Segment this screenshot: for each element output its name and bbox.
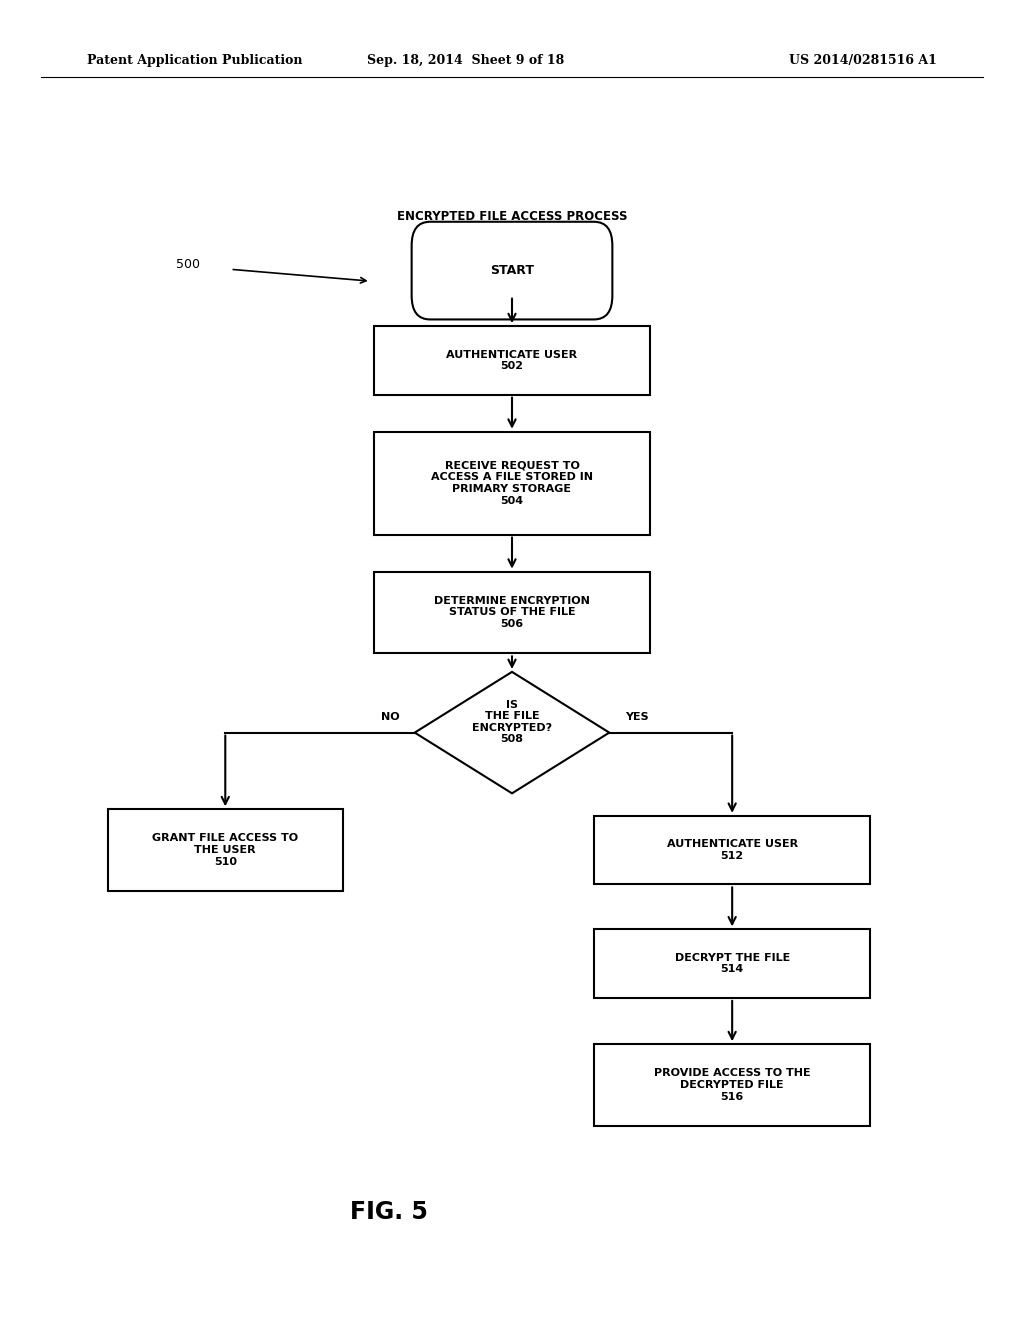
- Text: DECRYPT THE FILE
514: DECRYPT THE FILE 514: [675, 953, 790, 974]
- Text: FIG. 5: FIG. 5: [350, 1200, 428, 1224]
- Text: NO: NO: [381, 711, 399, 722]
- Text: GRANT FILE ACCESS TO
THE USER
510: GRANT FILE ACCESS TO THE USER 510: [153, 833, 298, 867]
- Text: IS
THE FILE
ENCRYPTED?
508: IS THE FILE ENCRYPTED? 508: [472, 700, 552, 744]
- Text: AUTHENTICATE USER
512: AUTHENTICATE USER 512: [667, 840, 798, 861]
- Bar: [594, 816, 870, 884]
- Bar: [374, 326, 650, 395]
- Text: US 2014/0281516 A1: US 2014/0281516 A1: [790, 54, 937, 67]
- Text: ENCRYPTED FILE ACCESS PROCESS: ENCRYPTED FILE ACCESS PROCESS: [396, 210, 628, 223]
- Text: DETERMINE ENCRYPTION
STATUS OF THE FILE
506: DETERMINE ENCRYPTION STATUS OF THE FILE …: [434, 595, 590, 630]
- Polygon shape: [415, 672, 609, 793]
- Text: START: START: [490, 264, 534, 277]
- Text: Patent Application Publication: Patent Application Publication: [87, 54, 302, 67]
- Bar: [594, 929, 870, 998]
- Bar: [374, 572, 650, 653]
- Text: YES: YES: [625, 711, 648, 722]
- Bar: [594, 1044, 870, 1126]
- Text: AUTHENTICATE USER
502: AUTHENTICATE USER 502: [446, 350, 578, 371]
- Bar: [374, 432, 650, 535]
- Text: PROVIDE ACCESS TO THE
DECRYPTED FILE
516: PROVIDE ACCESS TO THE DECRYPTED FILE 516: [654, 1068, 810, 1102]
- Text: Sep. 18, 2014  Sheet 9 of 18: Sep. 18, 2014 Sheet 9 of 18: [368, 54, 564, 67]
- Text: 500: 500: [176, 257, 200, 271]
- Bar: [108, 809, 343, 891]
- FancyBboxPatch shape: [412, 222, 612, 319]
- Text: RECEIVE REQUEST TO
ACCESS A FILE STORED IN
PRIMARY STORAGE
504: RECEIVE REQUEST TO ACCESS A FILE STORED …: [431, 461, 593, 506]
